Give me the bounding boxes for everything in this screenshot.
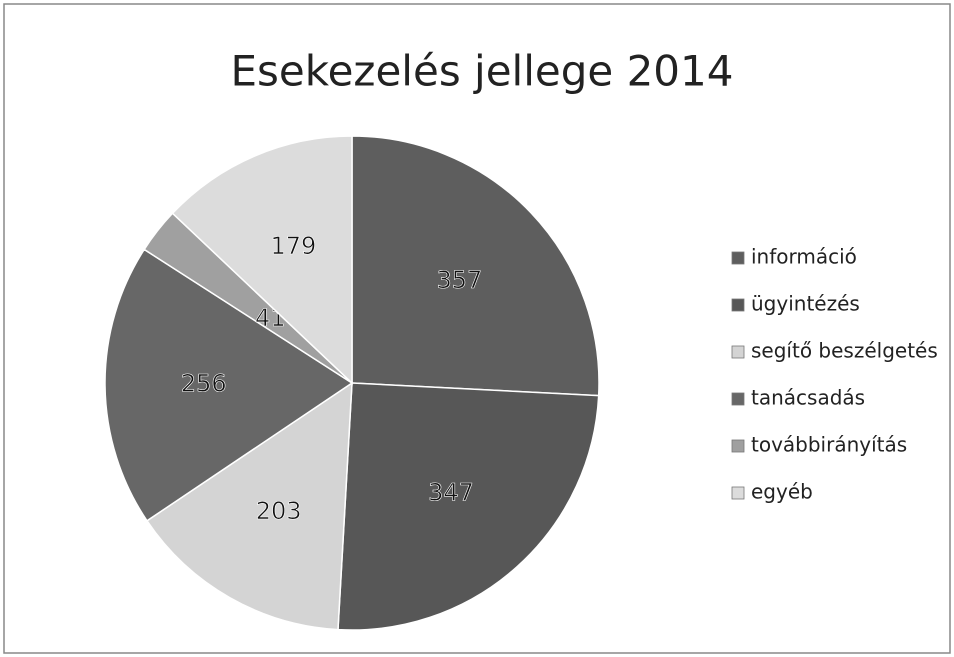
legend-label: továbbirányítás (751, 433, 907, 457)
legend-label: segítő beszélgetés (751, 339, 938, 363)
legend-swatch (731, 345, 745, 359)
legend-swatch (731, 392, 745, 406)
legend-swatch (731, 298, 745, 312)
legend-swatch (731, 486, 745, 500)
legend-swatch (731, 439, 745, 453)
pie-slice (337, 382, 600, 631)
pie-slice (171, 135, 353, 385)
chart-title: Esekezelés jellege 2014 (231, 47, 734, 96)
pie-slice (145, 381, 353, 631)
legend-label: ügyintézés (751, 292, 860, 316)
legend-swatch (731, 251, 745, 265)
data-label: 203 (256, 497, 302, 525)
pie-slice (104, 248, 354, 522)
data-label: 357 (437, 266, 483, 294)
data-label: 256 (181, 370, 227, 398)
legend-label: egyéb (751, 480, 813, 504)
pie-slice (351, 135, 600, 397)
data-label: 347 (428, 478, 474, 506)
legend-label: információ (751, 245, 857, 269)
data-label: 179 (270, 232, 316, 260)
legend-label: tanácsadás (751, 386, 865, 410)
